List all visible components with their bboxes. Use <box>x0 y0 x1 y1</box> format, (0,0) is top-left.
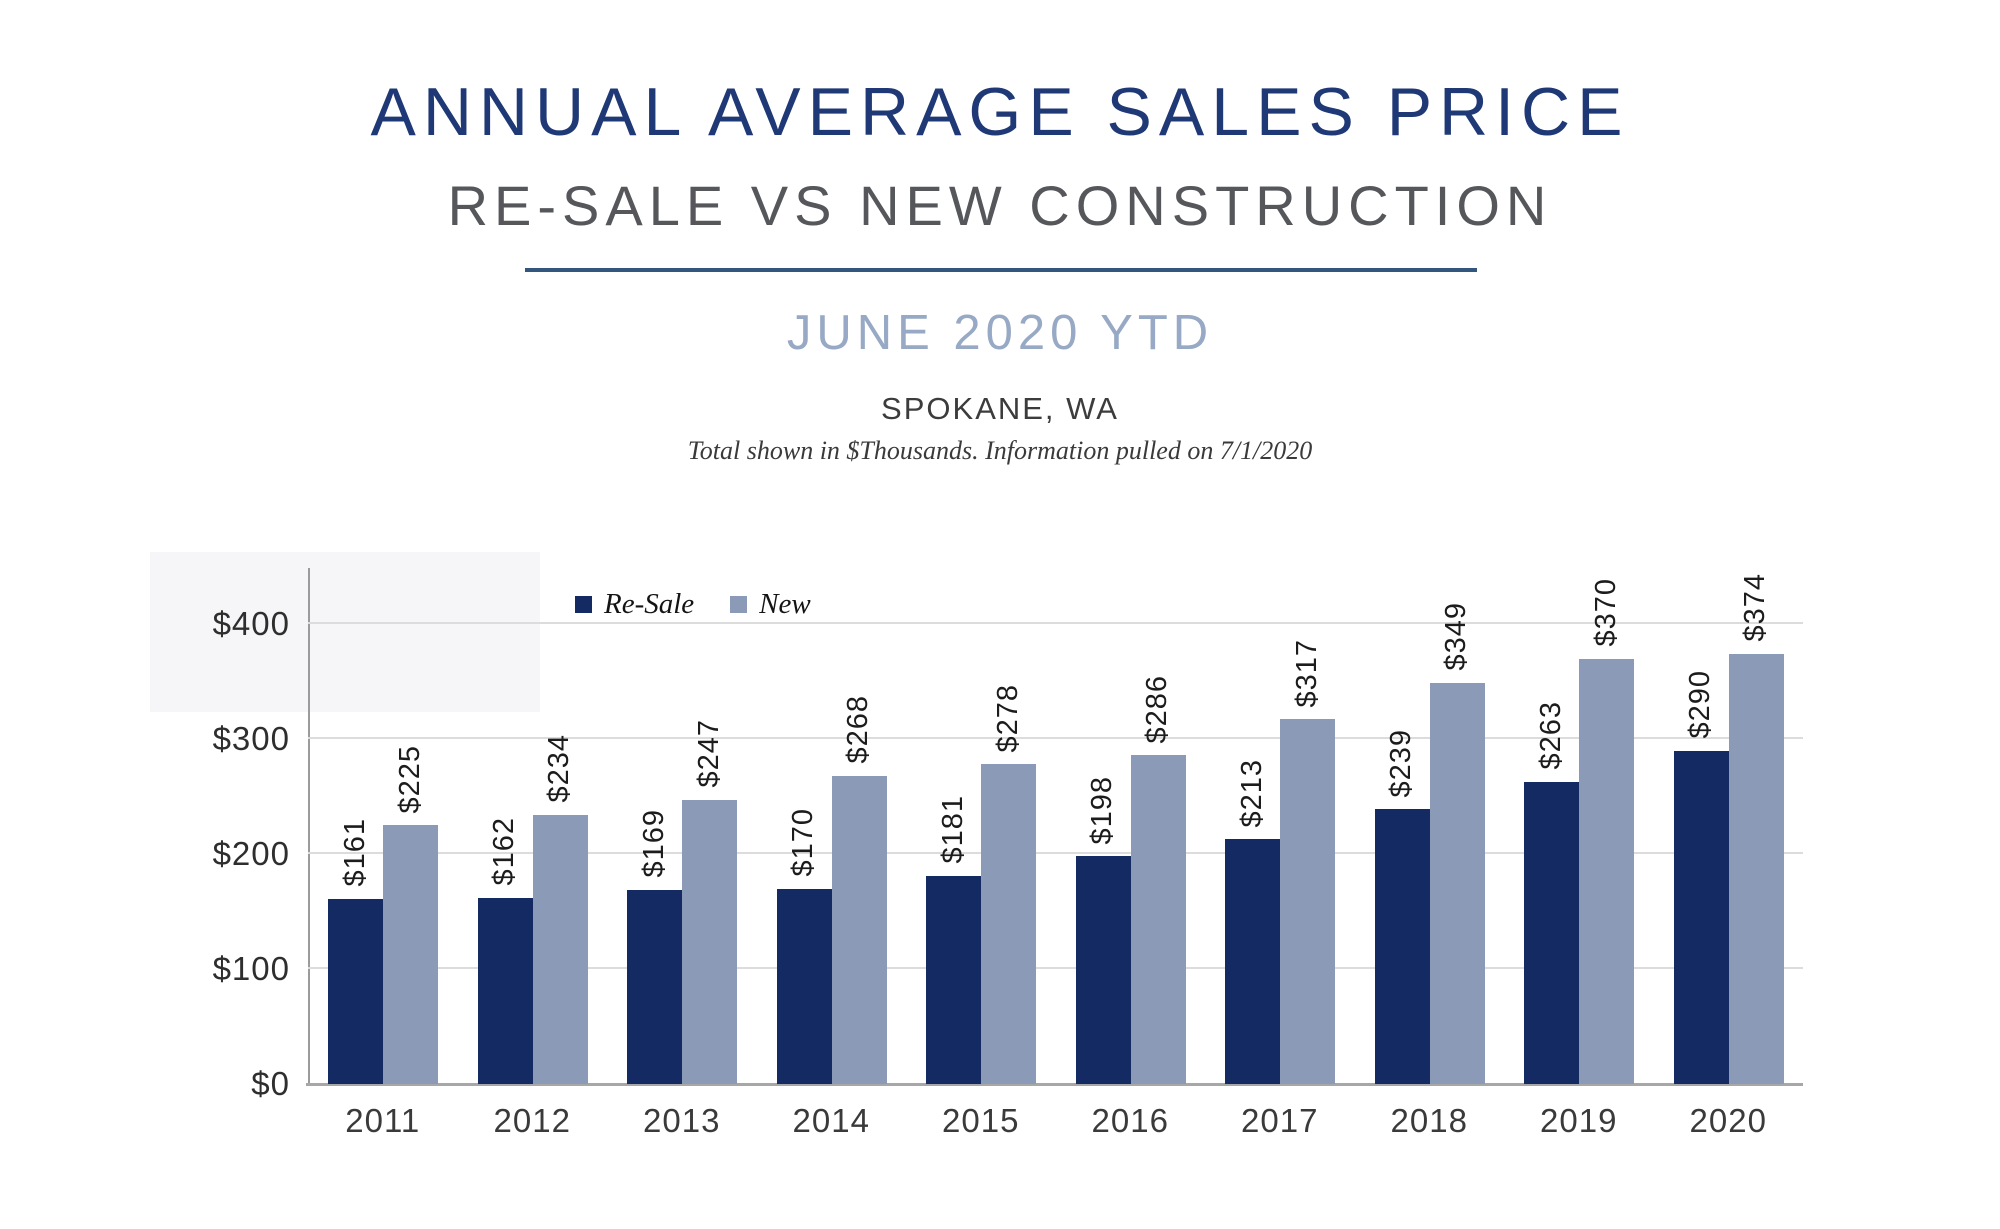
legend-label-new: New <box>759 588 811 620</box>
bar-value-label-new-2011: $225 <box>393 744 426 814</box>
bar-new-2012 <box>532 814 588 1084</box>
x-tick-label-2018: 2018 <box>1390 1102 1468 1139</box>
bar-new-2017 <box>1280 719 1335 1084</box>
bar-resale-2012 <box>477 897 533 1084</box>
legend-item-resale: Re-Sale <box>575 590 694 619</box>
bar-value-label-resale-2015: $181 <box>936 795 969 864</box>
location-label: SPOKANE, WA <box>881 391 1119 426</box>
x-tick-label-2020: 2020 <box>1689 1102 1767 1139</box>
x-tick-label-2012: 2012 <box>493 1102 571 1139</box>
footnote: Total shown in $Thousands. Information p… <box>687 436 1313 465</box>
x-tick-label-2017: 2017 <box>1241 1102 1319 1139</box>
x-tick-label-2019: 2019 <box>1540 1102 1618 1139</box>
bar-value-label-new-2017: $317 <box>1290 638 1323 708</box>
bar-value-label-resale-2011: $161 <box>338 818 371 887</box>
bar-value-label-new-2014: $268 <box>842 695 874 764</box>
legend-swatch-new-icon <box>730 596 748 613</box>
y-axis-labels: $0 $100 $200 $300 $400 <box>120 568 290 1102</box>
y-axis-line <box>308 568 310 1084</box>
bar-resale-2014 <box>776 888 832 1084</box>
legend-label-resale: Re-Sale <box>604 588 695 620</box>
bar-resale-2018 <box>1374 809 1430 1084</box>
gridline-300 <box>308 737 1803 739</box>
y-tick-label-100: $100 <box>212 950 290 987</box>
bar-value-label-resale-2017: $213 <box>1235 758 1268 828</box>
bar-value-label-new-2018: $349 <box>1440 602 1472 671</box>
page-title: ANNUAL AVERAGE SALES PRICE <box>370 74 1630 150</box>
y-tick-label-400: $400 <box>212 605 290 642</box>
bar-value-label-new-2015: $278 <box>991 683 1024 753</box>
bar-value-label-new-2020: $374 <box>1739 573 1771 642</box>
x-tick-label-2014: 2014 <box>792 1102 870 1139</box>
bar-new-2015 <box>981 764 1036 1084</box>
bar-value-label-new-2012: $234 <box>543 734 575 803</box>
bar-resale-2011 <box>328 898 383 1084</box>
legend-item-new: New <box>730 590 811 619</box>
chart-legend: Re-Sale New <box>575 590 811 619</box>
bar-value-label-resale-2019: $263 <box>1534 701 1567 770</box>
bar-new-2019 <box>1579 658 1634 1084</box>
background-artifact <box>150 552 540 712</box>
page-subtitle: RE-SALE VS NEW CONSTRUCTION <box>447 174 1553 237</box>
bar-value-label-new-2013: $247 <box>692 719 725 788</box>
bar-resale-2020 <box>1673 750 1729 1084</box>
bar-value-label-resale-2012: $162 <box>488 817 520 886</box>
bar-resale-2019 <box>1524 781 1579 1084</box>
bar-resale-2017 <box>1225 839 1280 1084</box>
bar-new-2013 <box>682 799 737 1084</box>
bar-new-2020 <box>1728 653 1784 1084</box>
period-label: JUNE 2020 YTD <box>786 306 1214 360</box>
legend-swatch-resale-icon <box>575 596 592 613</box>
y-tick-label-200: $200 <box>212 835 290 872</box>
bar-value-label-new-2019: $370 <box>1589 577 1622 647</box>
gridline-400 <box>308 622 1803 624</box>
bar-new-2016 <box>1130 755 1186 1084</box>
bar-value-label-new-2016: $286 <box>1141 674 1173 744</box>
x-tick-label-2013: 2013 <box>643 1102 721 1139</box>
bar-value-label-resale-2020: $290 <box>1684 669 1716 739</box>
plot-area: Re-Sale New $161 $225 2011 $162 $234 2012 $169… <box>306 568 1803 1139</box>
bar-value-label-resale-2016: $198 <box>1086 775 1118 845</box>
x-tick-label-2015: 2015 <box>942 1102 1020 1139</box>
x-axis-line <box>306 1083 1803 1086</box>
bar-new-2011 <box>383 825 438 1084</box>
bar-resale-2015 <box>926 875 981 1084</box>
gridline-200 <box>308 852 1803 854</box>
x-tick-label-2016: 2016 <box>1091 1102 1169 1139</box>
bar-value-label-resale-2014: $170 <box>787 807 819 877</box>
bar-resale-2016 <box>1075 856 1131 1084</box>
bar-resale-2013 <box>627 889 682 1084</box>
y-tick-label-300: $300 <box>212 720 290 757</box>
gridline-100 <box>308 967 1803 969</box>
bar-value-label-resale-2018: $239 <box>1385 728 1417 798</box>
bar-new-2014 <box>831 775 887 1084</box>
bar-value-label-resale-2013: $169 <box>637 809 670 878</box>
x-tick-label-2011: 2011 <box>345 1102 421 1139</box>
y-tick-label-0: $0 <box>251 1065 290 1102</box>
title-divider <box>525 268 1477 272</box>
bar-new-2018 <box>1429 682 1485 1084</box>
